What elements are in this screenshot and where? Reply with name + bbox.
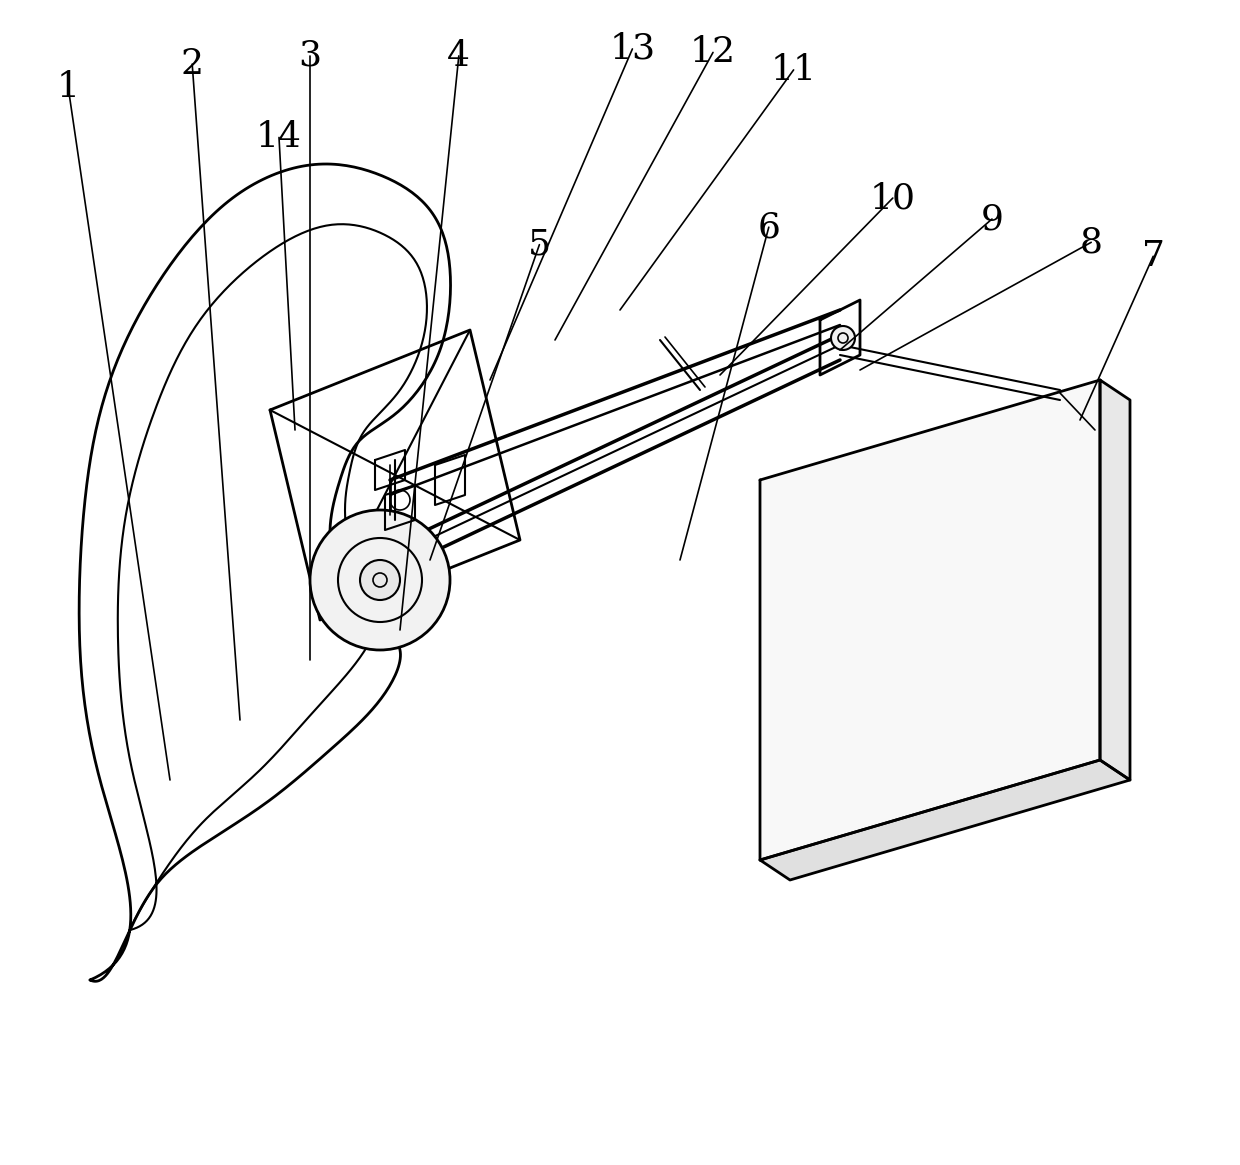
Text: 14: 14 [255, 120, 303, 155]
Polygon shape [760, 380, 1100, 860]
Polygon shape [760, 760, 1130, 880]
Text: 9: 9 [981, 202, 1003, 236]
Text: 6: 6 [758, 210, 780, 245]
Text: 3: 3 [299, 38, 321, 73]
Text: 10: 10 [869, 181, 916, 216]
Text: 8: 8 [1080, 225, 1102, 260]
Circle shape [310, 510, 450, 650]
Text: 2: 2 [181, 47, 203, 82]
Circle shape [831, 326, 856, 350]
Circle shape [360, 560, 401, 600]
Text: 12: 12 [689, 35, 737, 70]
Text: 13: 13 [609, 31, 656, 66]
Text: 1: 1 [57, 70, 79, 105]
Text: 7: 7 [1142, 239, 1164, 274]
Text: 4: 4 [448, 38, 470, 73]
Polygon shape [1100, 380, 1130, 781]
Text: 11: 11 [770, 52, 817, 87]
Text: 5: 5 [528, 227, 551, 262]
